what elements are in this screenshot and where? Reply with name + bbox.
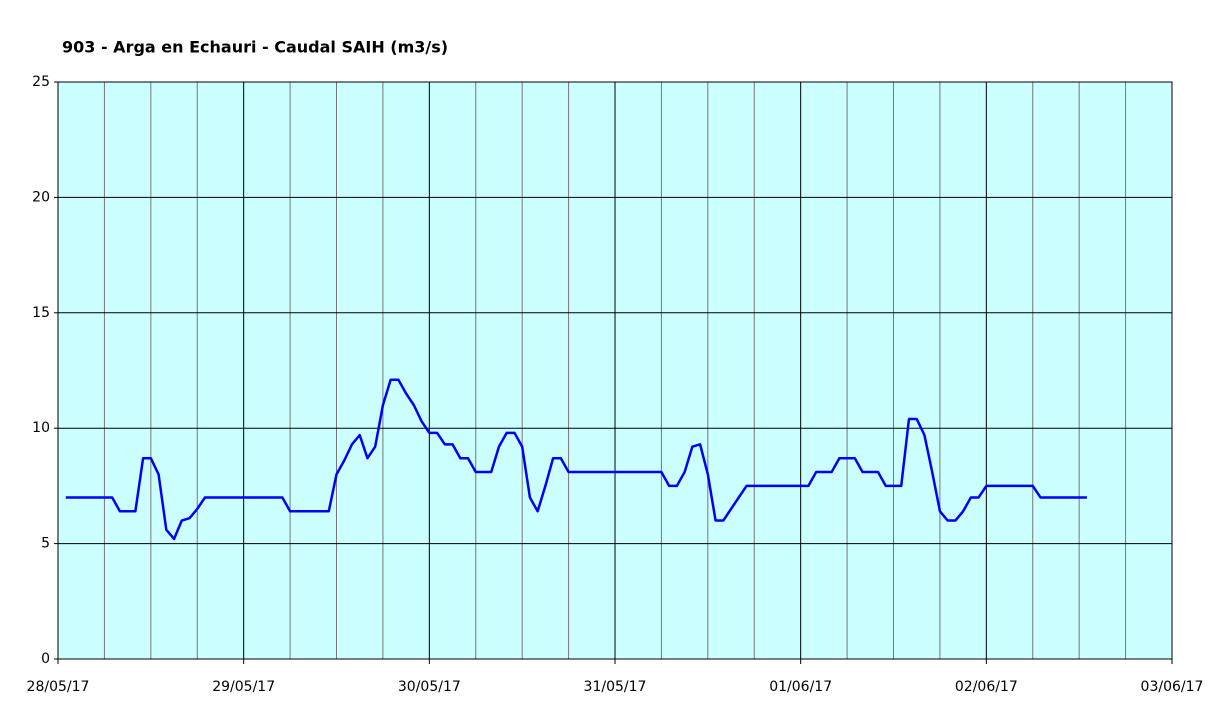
x-tick-label: 01/06/17 — [769, 679, 832, 695]
x-tick-label: 03/06/17 — [1141, 679, 1204, 695]
x-tick-label: 28/05/17 — [27, 679, 90, 695]
data-line — [65, 378, 1087, 541]
x-tick-label: 31/05/17 — [584, 679, 647, 695]
plot-border — [57, 81, 1173, 660]
y-tick-label: 15 — [32, 305, 50, 321]
x-tick-label: 30/05/17 — [398, 679, 461, 695]
x-tick-label: 29/05/17 — [212, 679, 275, 695]
y-tick-label: 25 — [32, 74, 50, 90]
y-tick-label: 20 — [32, 189, 50, 205]
x-tick-label: 02/06/17 — [955, 679, 1018, 695]
y-tick-label: 5 — [41, 536, 50, 552]
y-tick-label: 0 — [41, 651, 50, 667]
y-tick-label: 10 — [32, 420, 50, 436]
chart-title: 903 - Arga en Echauri - Caudal SAIH (m3/… — [62, 38, 448, 57]
